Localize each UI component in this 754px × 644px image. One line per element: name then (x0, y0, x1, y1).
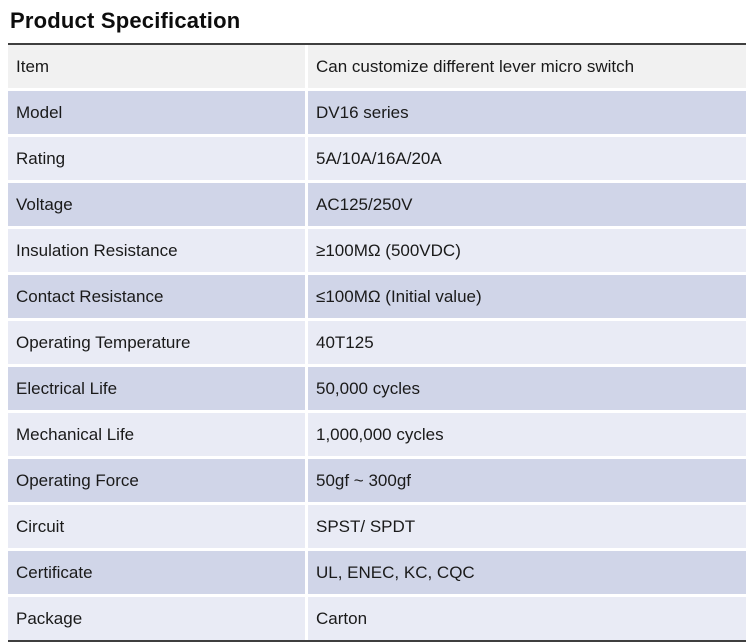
table-row: Certificate UL, ENEC, KC, CQC (8, 551, 746, 594)
row-value: 40T125 (308, 321, 746, 364)
row-value: ≤100MΩ (Initial value) (308, 275, 746, 318)
row-value: Carton (308, 597, 746, 640)
row-label: Operating Temperature (8, 321, 305, 364)
table-row: Mechanical Life 1,000,000 cycles (8, 413, 746, 456)
table-row: Operating Temperature 40T125 (8, 321, 746, 364)
row-label: Package (8, 597, 305, 640)
row-label: Certificate (8, 551, 305, 594)
product-spec-table: Item Can customize different lever micro… (8, 43, 746, 642)
row-value: 1,000,000 cycles (308, 413, 746, 456)
table-row: Package Carton (8, 597, 746, 640)
row-label: Mechanical Life (8, 413, 305, 456)
table-row: Operating Force 50gf ~ 300gf (8, 459, 746, 502)
row-value: 5A/10A/16A/20A (308, 137, 746, 180)
table-row: Circuit SPST/ SPDT (8, 505, 746, 548)
table-row: Insulation Resistance ≥100MΩ (500VDC) (8, 229, 746, 272)
row-label: Item (8, 45, 305, 88)
row-label: Contact Resistance (8, 275, 305, 318)
row-value: AC125/250V (308, 183, 746, 226)
table-row: Item Can customize different lever micro… (8, 45, 746, 88)
row-value: Can customize different lever micro swit… (308, 45, 746, 88)
row-label: Electrical Life (8, 367, 305, 410)
row-label: Rating (8, 137, 305, 180)
table-row: Voltage AC125/250V (8, 183, 746, 226)
row-value: 50,000 cycles (308, 367, 746, 410)
row-label: Model (8, 91, 305, 134)
row-value: DV16 series (308, 91, 746, 134)
row-value: SPST/ SPDT (308, 505, 746, 548)
table-row: Contact Resistance ≤100MΩ (Initial value… (8, 275, 746, 318)
row-label: Circuit (8, 505, 305, 548)
table-row: Electrical Life 50,000 cycles (8, 367, 746, 410)
table-row: Rating 5A/10A/16A/20A (8, 137, 746, 180)
row-label: Voltage (8, 183, 305, 226)
page-title: Product Specification (10, 8, 241, 33)
row-value: ≥100MΩ (500VDC) (308, 229, 746, 272)
row-value: 50gf ~ 300gf (308, 459, 746, 502)
table-row: Model DV16 series (8, 91, 746, 134)
row-label: Operating Force (8, 459, 305, 502)
row-label: Insulation Resistance (8, 229, 305, 272)
row-value: UL, ENEC, KC, CQC (308, 551, 746, 594)
